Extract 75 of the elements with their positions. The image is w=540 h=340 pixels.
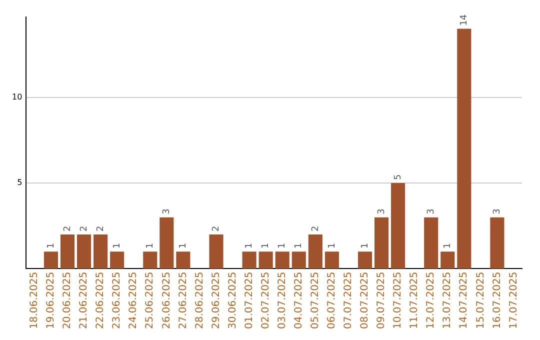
bar: [242, 252, 256, 269]
x-tick-label: 11.07.2025: [409, 272, 420, 330]
data-label: 2: [96, 226, 106, 232]
data-label: 1: [294, 242, 304, 249]
x-tick-label: 14.07.2025: [458, 272, 470, 330]
bar: [44, 252, 58, 269]
bar: [275, 252, 290, 269]
bar: [308, 234, 322, 269]
x-tick-label: 30.06.2025: [227, 272, 238, 330]
data-label: 3: [162, 208, 172, 214]
x-tick-label: 05.07.2025: [310, 272, 321, 330]
x-tick-label: 07.07.2025: [343, 272, 354, 330]
bar: [258, 252, 273, 269]
data-label: 1: [327, 242, 338, 249]
bar: [94, 234, 108, 269]
data-label: 1: [278, 242, 288, 249]
data-label: 1: [178, 242, 189, 249]
data-label: 14: [460, 14, 470, 26]
x-tick-label: 24.06.2025: [128, 272, 140, 330]
x-tick-label: 21.06.2025: [78, 272, 90, 330]
x-tick-label: 22.06.2025: [95, 272, 106, 330]
data-label: 2: [79, 226, 90, 232]
x-tick-label: 23.06.2025: [112, 272, 123, 330]
data-label: 3: [426, 208, 436, 214]
x-tick-label: 25.06.2025: [144, 272, 156, 330]
bar: [358, 252, 372, 269]
x-tick-label: 18.06.2025: [29, 272, 40, 330]
x-tick-label: 04.07.2025: [293, 272, 304, 330]
x-tick-label: 29.06.2025: [210, 272, 222, 330]
data-label: 3: [492, 208, 503, 214]
x-tick-label: 06.07.2025: [326, 272, 338, 330]
bar: [77, 234, 92, 269]
data-label: 1: [112, 242, 122, 249]
bar: [457, 28, 472, 269]
data-label: 5: [393, 174, 404, 180]
x-tick-label: 02.07.2025: [260, 272, 272, 330]
x-tick-label: 09.07.2025: [376, 272, 388, 330]
data-label: 1: [442, 242, 453, 249]
x-tick-label: 10.07.2025: [392, 272, 404, 330]
x-tick-label: 16.07.2025: [492, 272, 503, 330]
bar: [160, 217, 174, 269]
data-label: 1: [261, 242, 272, 249]
bar: [292, 252, 306, 269]
x-tick-label: 12.07.2025: [426, 272, 437, 330]
x-tick-label: 08.07.2025: [360, 272, 371, 330]
x-tick-label: 17.07.2025: [508, 272, 520, 330]
data-label: 2: [310, 226, 321, 232]
bar: [391, 183, 406, 269]
data-label: 3: [376, 208, 387, 214]
bar: [176, 252, 190, 269]
x-tick-label: 03.07.2025: [276, 272, 288, 330]
bar: [209, 234, 224, 269]
bar: [110, 252, 124, 269]
y-tick-label: 10: [12, 92, 22, 102]
bar: [60, 234, 75, 269]
data-label: 1: [145, 242, 156, 249]
data-label: 2: [212, 226, 222, 232]
data-label: 1: [244, 242, 255, 249]
x-tick-label: 01.07.2025: [244, 272, 255, 330]
bar: [490, 217, 504, 269]
bar: [424, 217, 438, 269]
x-tick-label: 26.06.2025: [161, 272, 172, 330]
bar: [143, 252, 158, 269]
data-label: 2: [62, 226, 73, 232]
data-label: 1: [360, 242, 370, 249]
data-label: 1: [46, 242, 56, 249]
x-tick-label: 20.06.2025: [62, 272, 74, 330]
bar: [440, 252, 455, 269]
bar: [374, 217, 389, 269]
bar: [324, 252, 339, 269]
x-tick-label: 19.06.2025: [46, 272, 57, 330]
x-tick-label: 15.07.2025: [475, 272, 486, 330]
x-tick-label: 28.06.2025: [194, 272, 206, 330]
x-tick-label: 13.07.2025: [442, 272, 454, 330]
x-tick-label: 27.06.2025: [178, 272, 189, 330]
